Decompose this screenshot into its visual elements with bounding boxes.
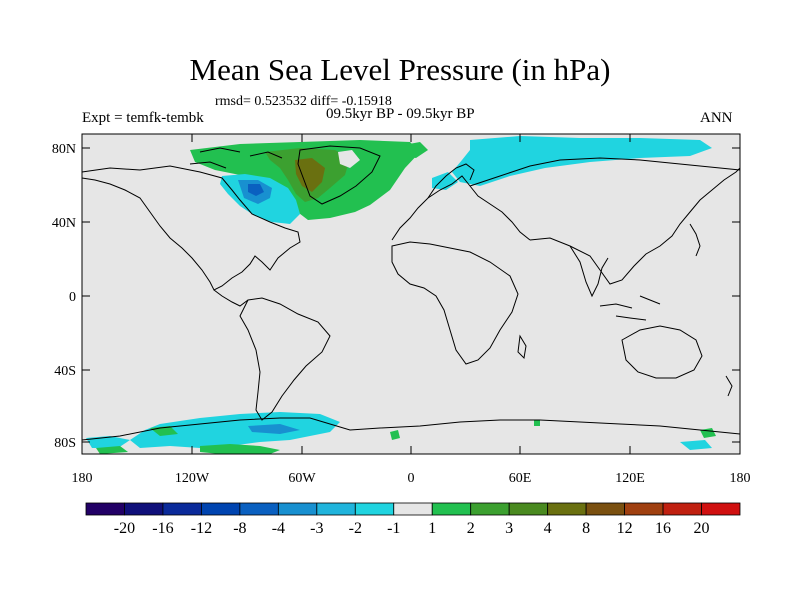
colorbar-label: 4: [544, 520, 552, 537]
coast-india: [569, 245, 609, 298]
lat-label-80n: 80N: [52, 142, 76, 157]
colorbar-label: -3: [310, 520, 323, 537]
colorbar-box: [277, 502, 318, 516]
coast-australia: [621, 325, 703, 379]
colorbar-box: [585, 502, 625, 516]
colorbar-label: 16: [655, 520, 671, 537]
colorbar-label: 12: [617, 520, 633, 537]
coast-central-america: [213, 289, 249, 307]
colorbar-label: 20: [694, 520, 710, 537]
anomaly-hudson-bay: [220, 174, 300, 224]
coast-africa: [391, 241, 519, 365]
period-label: 09.5kyr BP - 09.5kyr BP: [326, 106, 475, 122]
colorbar-label: -2: [349, 520, 362, 537]
axis-ticks: [82, 134, 740, 454]
colorbar-label: 8: [582, 520, 590, 537]
lat-label-0: 0: [69, 290, 76, 305]
lat-label-40s: 40S: [54, 364, 76, 379]
lon-label-120e: 120E: [615, 471, 645, 486]
anomaly-arctic-greenland: [190, 140, 428, 220]
colorbar-box: [201, 502, 241, 516]
coast-japan: [689, 223, 701, 257]
coast-europe: [391, 175, 531, 241]
stats-line: rmsd= 0.523532 diff= -0.15918: [215, 94, 392, 109]
coast-asia: [469, 157, 741, 285]
colorbar-label: 2: [467, 520, 475, 537]
colorbar-box: [624, 502, 664, 516]
map-background: [82, 134, 740, 454]
colorbar-box: [547, 502, 587, 516]
experiment-label: Expt = temfk-tembk: [82, 110, 204, 126]
coast-new-zealand: [725, 375, 733, 397]
lat-label-80s: 80S: [54, 436, 76, 451]
colorbar-box: [470, 502, 510, 516]
colorbar-box: [85, 502, 125, 516]
colorbar: -20 -16 -12 -8 -4 -3 -2 -1 1 2 3 4 8 12 16 20: [85, 502, 741, 537]
coast-indonesia: [599, 295, 661, 321]
colorbar-box: [316, 502, 356, 516]
lon-label-0: 0: [408, 471, 415, 486]
chart-title: Mean Sea Level Pressure (in hPa): [189, 52, 611, 87]
lon-label-60w: 60W: [288, 471, 316, 486]
anomaly-eurasia: [432, 136, 712, 190]
coast-madagascar: [517, 334, 527, 360]
coast-scandinavia: [427, 163, 475, 199]
colorbar-label: -1: [387, 520, 400, 537]
lon-label-120w: 120W: [175, 471, 210, 486]
colorbar-box: [354, 502, 395, 516]
colorbar-box: [162, 502, 202, 516]
coast-antarctica: [81, 417, 741, 441]
colorbar-label: 1: [428, 520, 436, 537]
coast-arctic-islands: [189, 147, 283, 169]
coast-south-america: [239, 297, 331, 421]
colorbar-label: -4: [272, 520, 285, 537]
colorbar-box: [393, 502, 433, 516]
lon-label-180e: 180: [730, 471, 751, 486]
colorbar-box: [124, 502, 164, 516]
season-label: ANN: [700, 110, 733, 126]
colorbar-label: -20: [114, 520, 135, 537]
coast-greenland: [297, 145, 381, 205]
colorbar-box: [508, 502, 549, 516]
colorbar-label: 3: [505, 520, 513, 537]
colorbar-box: [239, 502, 279, 516]
lon-label-180w: 180: [72, 471, 93, 486]
colorbar-label: -12: [191, 520, 212, 537]
lon-label-60e: 60E: [509, 471, 532, 486]
colorbar-label: -8: [233, 520, 246, 537]
coastlines: [81, 145, 741, 441]
colorbar-box: [431, 502, 472, 516]
coast-north-america: [81, 165, 301, 291]
anomaly-antarctica: [86, 412, 716, 454]
lat-label-40n: 40N: [52, 216, 76, 231]
colorbar-label: -16: [152, 520, 173, 537]
colorbar-box: [701, 502, 741, 516]
colorbar-box: [662, 502, 702, 516]
